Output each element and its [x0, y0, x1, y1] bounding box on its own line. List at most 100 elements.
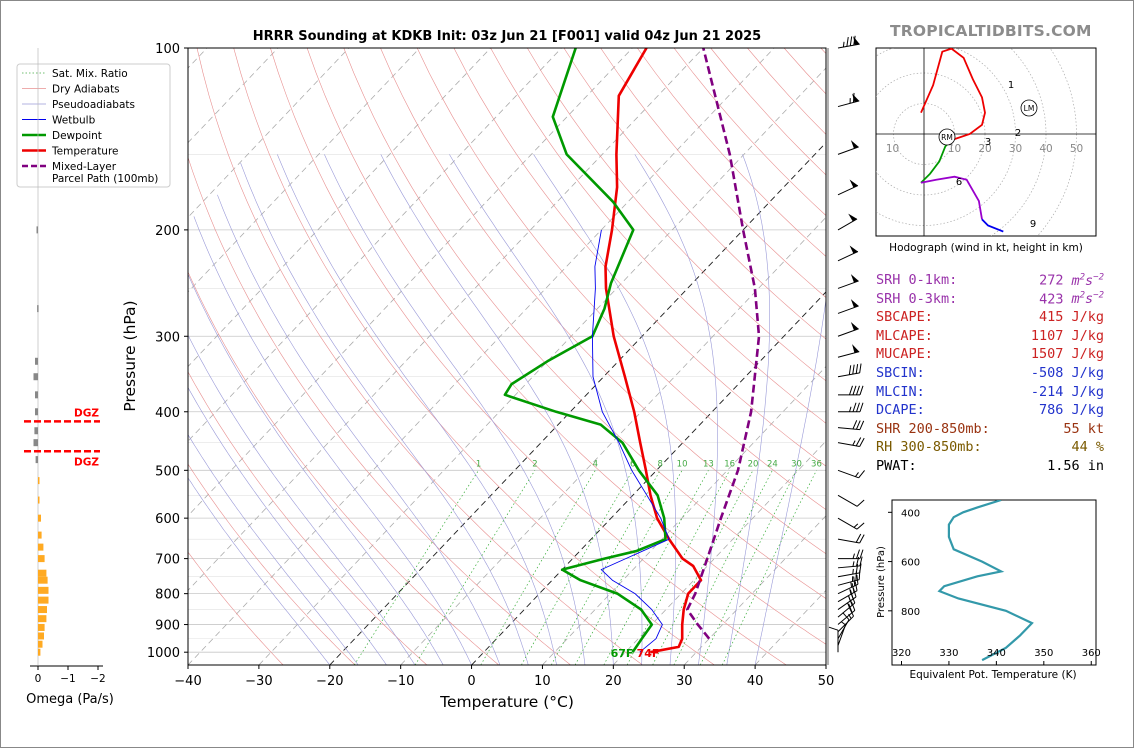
wind-barb	[837, 574, 859, 595]
omega-bar	[38, 586, 49, 594]
theta-e-panel: 320 330 340 350 360 400 600 800 Equivalent Pot. …	[876, 499, 1101, 681]
wind-barb-full	[849, 36, 853, 46]
wind-barb	[837, 469, 865, 479]
mixing-ratio-line	[699, 470, 797, 665]
wind-barb-full	[859, 437, 865, 447]
mixing-ratio-line	[521, 470, 634, 665]
wind-barb	[837, 556, 863, 569]
moist-adiabat-line	[188, 386, 387, 665]
hodograph-area: 10 10 20 30 40 50 1 2 3 6 9 RM LM	[876, 48, 1096, 236]
hodograph-caption: Hodograph (wind in kt, height in km)	[889, 242, 1083, 254]
mixing-ratio-line	[480, 470, 596, 665]
wind-barb-full	[859, 556, 863, 567]
wind-barb-full	[853, 35, 856, 46]
legend-label-line: Parcel Path (100mb)	[52, 173, 158, 185]
wind-barb	[837, 420, 865, 431]
wind-barb	[837, 140, 859, 155]
wind-barb-half	[852, 561, 855, 567]
hodograph-segment	[920, 175, 983, 220]
theta-e-x-label: Equivalent Pot. Temperature (K)	[909, 669, 1076, 681]
moist-adiabat-line	[193, 216, 472, 665]
x-tick-label: −40	[174, 674, 201, 689]
key-isotherm-line	[471, 291, 826, 665]
mixing-ratio-label: 1	[476, 459, 481, 469]
wind-barb-full	[828, 626, 839, 631]
wind-barb-full	[852, 92, 855, 103]
wind-barb-half	[853, 523, 859, 528]
isotherm-line	[188, 48, 704, 591]
moist-adiabat-line	[240, 162, 529, 665]
theta-e-y-tick-label: 800	[901, 607, 920, 618]
hodograph-ring-label: 40	[1039, 143, 1052, 155]
omega-bar	[38, 576, 48, 584]
theta-e-x-tick-label: 350	[1034, 648, 1053, 659]
moist-adiabat-line	[726, 154, 770, 665]
wind-barb-full	[855, 533, 862, 543]
wind-barb	[837, 570, 861, 586]
x-tick-label: −10	[387, 674, 414, 689]
surface-dewpoint-label: 67F	[611, 647, 634, 660]
omega-bar	[38, 555, 45, 563]
param-label: MLCAPE:	[876, 327, 933, 344]
wind-barb-staff	[837, 100, 860, 108]
legend: Sat. Mix. Ratio Dry Adiabats Pseudoadiabat…	[16, 63, 171, 188]
wind-barb	[838, 402, 864, 413]
param-label: SHR 200-850mb:	[876, 420, 990, 437]
legend-box	[16, 63, 171, 188]
wind-barb-full	[855, 437, 862, 447]
wind-barb-staff	[837, 427, 860, 431]
wind-barb-half	[851, 576, 854, 582]
hodograph-height-label: 6	[956, 177, 962, 188]
skewt-axes-frame	[187, 47, 827, 666]
wind-barb-full	[859, 563, 862, 573]
param-value: 415 J/kg	[1038, 309, 1104, 326]
omega-bar	[38, 569, 47, 577]
wind-barb	[837, 587, 857, 610]
wind-barb-half	[852, 553, 855, 559]
x-axis-label: Temperature (°C)	[439, 693, 574, 711]
legend-label-line: Sat. Mix. Ratio	[52, 68, 128, 80]
mixing-ratio-line	[721, 470, 817, 665]
wind-barb-full	[856, 522, 865, 530]
omega-bar	[38, 615, 47, 623]
wind-barb-flag	[849, 245, 858, 254]
param-value: 786 J/kg	[1038, 402, 1104, 419]
wind-barb-full	[849, 385, 853, 395]
wind-barb-half	[854, 472, 859, 477]
theta-e-y-label: Pressure (hPa)	[876, 546, 887, 618]
storm-motion-label: LM	[1024, 104, 1035, 113]
theta-e-line	[937, 500, 1034, 662]
wind-barb-full	[854, 581, 858, 591]
mixing-ratio-line	[353, 470, 479, 665]
hodograph-segment	[920, 48, 986, 141]
param-label: MLCIN:	[876, 383, 925, 400]
dry-adiabat-line	[188, 271, 499, 665]
x-tick-label: 50	[818, 674, 835, 689]
y-tick-label: 800	[155, 588, 180, 603]
param-value: 1507 J/kg	[1030, 346, 1104, 363]
wind-barb-full	[848, 596, 853, 606]
wind-barb	[837, 594, 856, 618]
y-tick-label: 600	[155, 512, 180, 527]
wind-barb-full	[855, 571, 857, 581]
dewpoint-line	[503, 48, 667, 653]
dry-adiabat-line	[188, 371, 428, 665]
wind-barb-full	[852, 364, 855, 375]
wind-barb-full	[853, 576, 856, 586]
wind-barb-full	[855, 556, 860, 567]
mixing-ratio-label: 16	[724, 459, 735, 469]
omega-bar	[38, 648, 41, 656]
wind-barb	[837, 213, 858, 231]
moist-adiabat-line	[449, 154, 643, 665]
wind-barb	[837, 92, 860, 108]
wetbulb-line	[591, 229, 670, 653]
wind-barb-half	[841, 621, 846, 626]
isotherm-line	[188, 48, 633, 517]
omega-bar	[33, 439, 38, 447]
wind-barb	[837, 179, 859, 196]
dry-adiabat-line	[453, 48, 826, 467]
theta-e-x-tick-label: 320	[892, 648, 911, 659]
moist-adiabat-line	[754, 297, 826, 665]
wind-barbs	[827, 35, 865, 665]
param-label: MUCAPE:	[876, 346, 933, 363]
